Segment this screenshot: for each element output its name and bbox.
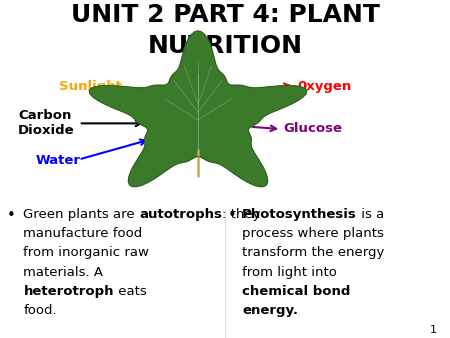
Text: transform the energy: transform the energy: [242, 246, 384, 259]
Text: heterotroph: heterotroph: [23, 285, 114, 298]
Text: Carbon
Dioxide: Carbon Dioxide: [18, 110, 75, 137]
Text: 0xygen: 0xygen: [297, 80, 351, 93]
Text: manufacture food: manufacture food: [23, 227, 143, 240]
Text: Green plants are: Green plants are: [23, 208, 140, 221]
Text: Water: Water: [36, 154, 81, 167]
Text: eats: eats: [114, 285, 147, 298]
Text: : they: : they: [222, 208, 261, 221]
Text: Sunlight: Sunlight: [58, 80, 122, 93]
Text: process where plants: process where plants: [242, 227, 384, 240]
Text: UNIT 2 PART 4: PLANT: UNIT 2 PART 4: PLANT: [71, 3, 379, 27]
Text: autotrophs: autotrophs: [140, 208, 222, 221]
Text: 1: 1: [429, 324, 436, 335]
Text: Photosynthesis: Photosynthesis: [242, 208, 357, 221]
Text: from light into: from light into: [242, 266, 337, 279]
Text: is a: is a: [357, 208, 384, 221]
Text: chemical bond: chemical bond: [242, 285, 351, 298]
Text: •: •: [7, 208, 15, 223]
Text: •: •: [227, 208, 236, 223]
Text: materials. A: materials. A: [23, 266, 104, 279]
Text: food.: food.: [23, 304, 57, 317]
Text: Glucose: Glucose: [284, 122, 342, 135]
Text: from inorganic raw: from inorganic raw: [23, 246, 149, 259]
Text: energy.: energy.: [242, 304, 298, 317]
Polygon shape: [89, 31, 307, 187]
Text: NUTRITION: NUTRITION: [148, 34, 302, 58]
